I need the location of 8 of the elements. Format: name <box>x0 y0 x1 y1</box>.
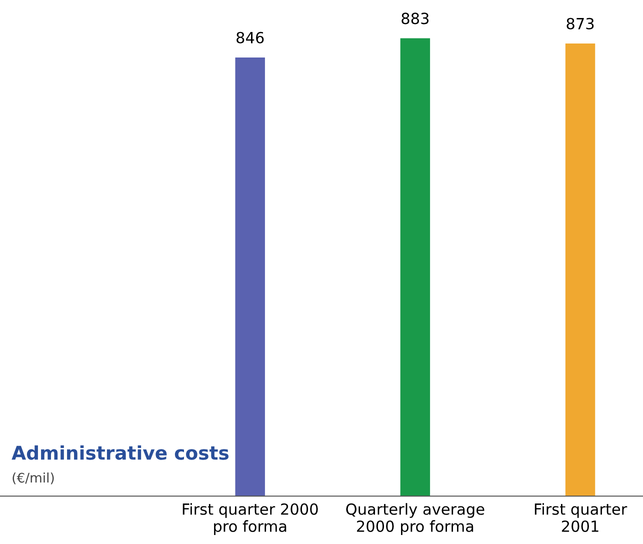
data-label: 846 <box>236 32 264 44</box>
text: Administrative costs <box>12 445 229 460</box>
data-label: 873 <box>566 18 594 30</box>
data-label: 883 <box>402 12 429 24</box>
x-tick-label: Quarterly average 2000 pro forma <box>346 503 484 535</box>
x-tick-label: First quarter 2000 pro forma <box>182 503 318 535</box>
text: (€/mil) <box>12 472 54 484</box>
x-tick-label: First quarter 2001 <box>534 503 628 532</box>
